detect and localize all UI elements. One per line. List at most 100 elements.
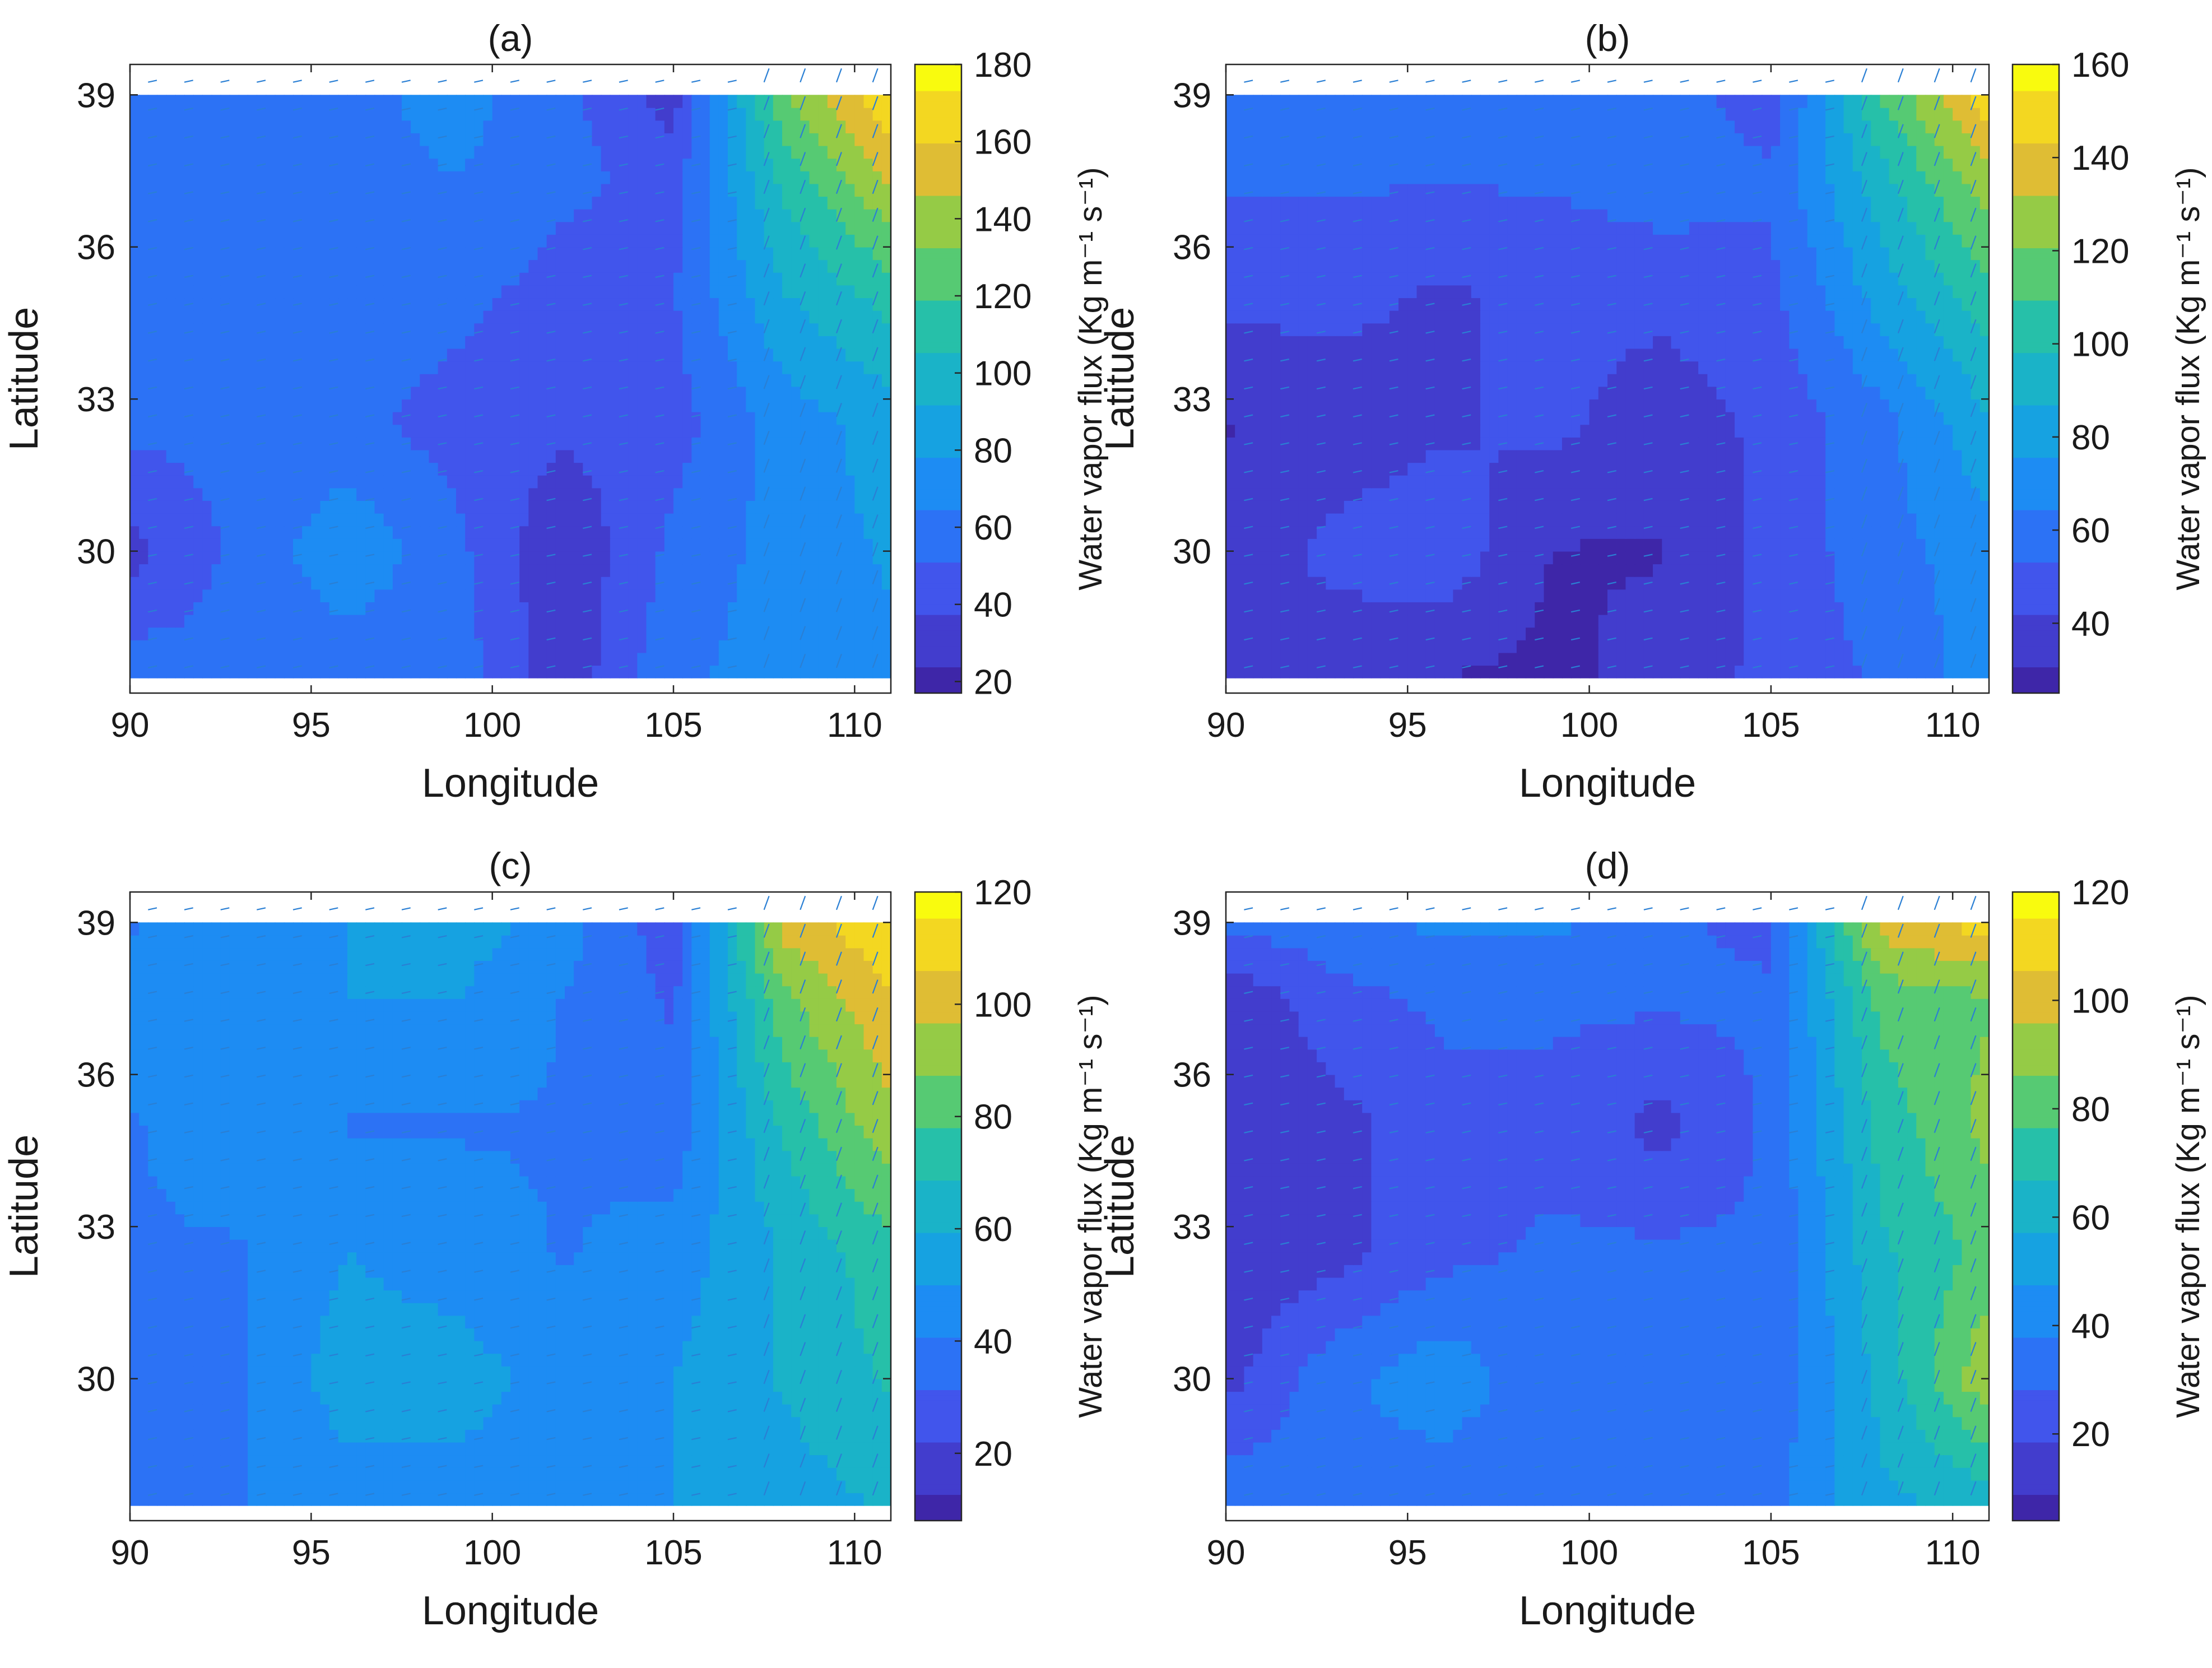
contour-cell [782, 513, 792, 526]
contour-cell [1689, 627, 1699, 640]
contour-cell [882, 272, 891, 285]
contour-cell [592, 234, 602, 247]
contour-cell [1244, 602, 1253, 615]
contour-cell [175, 589, 185, 602]
contour-cell [130, 133, 140, 146]
colorbar-segment [915, 421, 961, 426]
contour-cell [393, 551, 402, 564]
contour-cell [601, 234, 611, 247]
contour-cell [1898, 665, 1908, 678]
colorbar-segment [915, 442, 961, 447]
contour-cell [728, 361, 737, 374]
contour-cell [429, 500, 439, 513]
contour-cell [1971, 665, 1981, 678]
colorbar-tick-label: 100 [974, 355, 1031, 393]
contour-cell [501, 209, 511, 222]
contour-cell [465, 184, 475, 197]
contour-cell [130, 538, 140, 551]
contour-cell [284, 349, 294, 361]
contour-cell [384, 95, 393, 108]
contour-cell [664, 602, 674, 615]
contour-cell [212, 171, 221, 184]
contour-cell [293, 589, 303, 602]
contour-cell [429, 412, 439, 425]
contour-cell [528, 602, 538, 615]
contour-cell [139, 615, 148, 628]
contour-cell [1607, 615, 1617, 628]
contour-cell [193, 564, 203, 577]
contour-cell [474, 500, 484, 513]
contour-cell [656, 500, 665, 513]
contour-cell [601, 120, 611, 133]
contour-cell [565, 475, 574, 488]
contour-cell [547, 538, 556, 551]
contour-cell [184, 640, 194, 653]
contour-cell [148, 336, 157, 349]
contour-cell [284, 589, 294, 602]
contour-cell [1862, 627, 1871, 640]
contour-cell [701, 564, 710, 577]
contour-cell [375, 209, 384, 222]
contour-cell [755, 399, 765, 412]
contour-cell [647, 171, 656, 184]
contour-cell [819, 500, 828, 513]
contour-cell [882, 259, 891, 272]
contour-cell [691, 222, 701, 235]
contour-cell [175, 399, 185, 412]
contour-cell [864, 323, 873, 336]
contour-cell [556, 146, 565, 159]
contour-cell [365, 589, 375, 602]
contour-cell [583, 602, 592, 615]
colorbar-segment [915, 662, 961, 667]
contour-cell [873, 387, 882, 399]
contour-cell [782, 551, 792, 564]
contour-cell [266, 526, 276, 538]
contour-cell [139, 209, 148, 222]
contour-cell [854, 171, 864, 184]
contour-cell [320, 209, 330, 222]
contour-cell [1544, 665, 1554, 678]
contour-cell [402, 171, 411, 184]
contour-cell [402, 146, 411, 159]
contour-cell [239, 361, 248, 374]
contour-cell [791, 526, 801, 538]
contour-cell [501, 285, 511, 298]
contour-cell [737, 424, 746, 437]
contour-cell [583, 462, 592, 475]
contour-cell [411, 158, 420, 171]
contour-cell [574, 437, 583, 450]
colorbar-segment [915, 410, 961, 416]
contour-cell [819, 627, 828, 640]
contour-cell [574, 310, 583, 323]
contour-cell [1526, 627, 1535, 640]
contour-cell [682, 412, 692, 425]
contour-cell [230, 526, 239, 538]
contour-cell [212, 374, 221, 387]
contour-cell [375, 234, 384, 247]
contour-cell [166, 450, 176, 463]
contour-cell [320, 259, 330, 272]
contour-cell [284, 222, 294, 235]
contour-cell [682, 424, 692, 437]
contour-cell [393, 158, 402, 171]
contour-cell [257, 146, 266, 159]
contour-cell [656, 551, 665, 564]
contour-cell [501, 310, 511, 323]
contour-cell [320, 475, 330, 488]
contour-cell [637, 538, 647, 551]
contour-cell [538, 247, 547, 260]
contour-cell [1635, 653, 1644, 666]
contour-cell [420, 665, 429, 678]
contour-cell [248, 564, 257, 577]
contour-cell [647, 133, 656, 146]
contour-cell [791, 158, 801, 171]
contour-cell [157, 234, 167, 247]
contour-cell [465, 513, 475, 526]
contour-cell [1644, 640, 1653, 653]
contour-cell [402, 538, 411, 551]
contour-cell [465, 298, 475, 310]
contour-cell [519, 462, 529, 475]
contour-cell [193, 133, 203, 146]
contour-cell [1944, 665, 1953, 678]
contour-cell [1953, 653, 1962, 666]
